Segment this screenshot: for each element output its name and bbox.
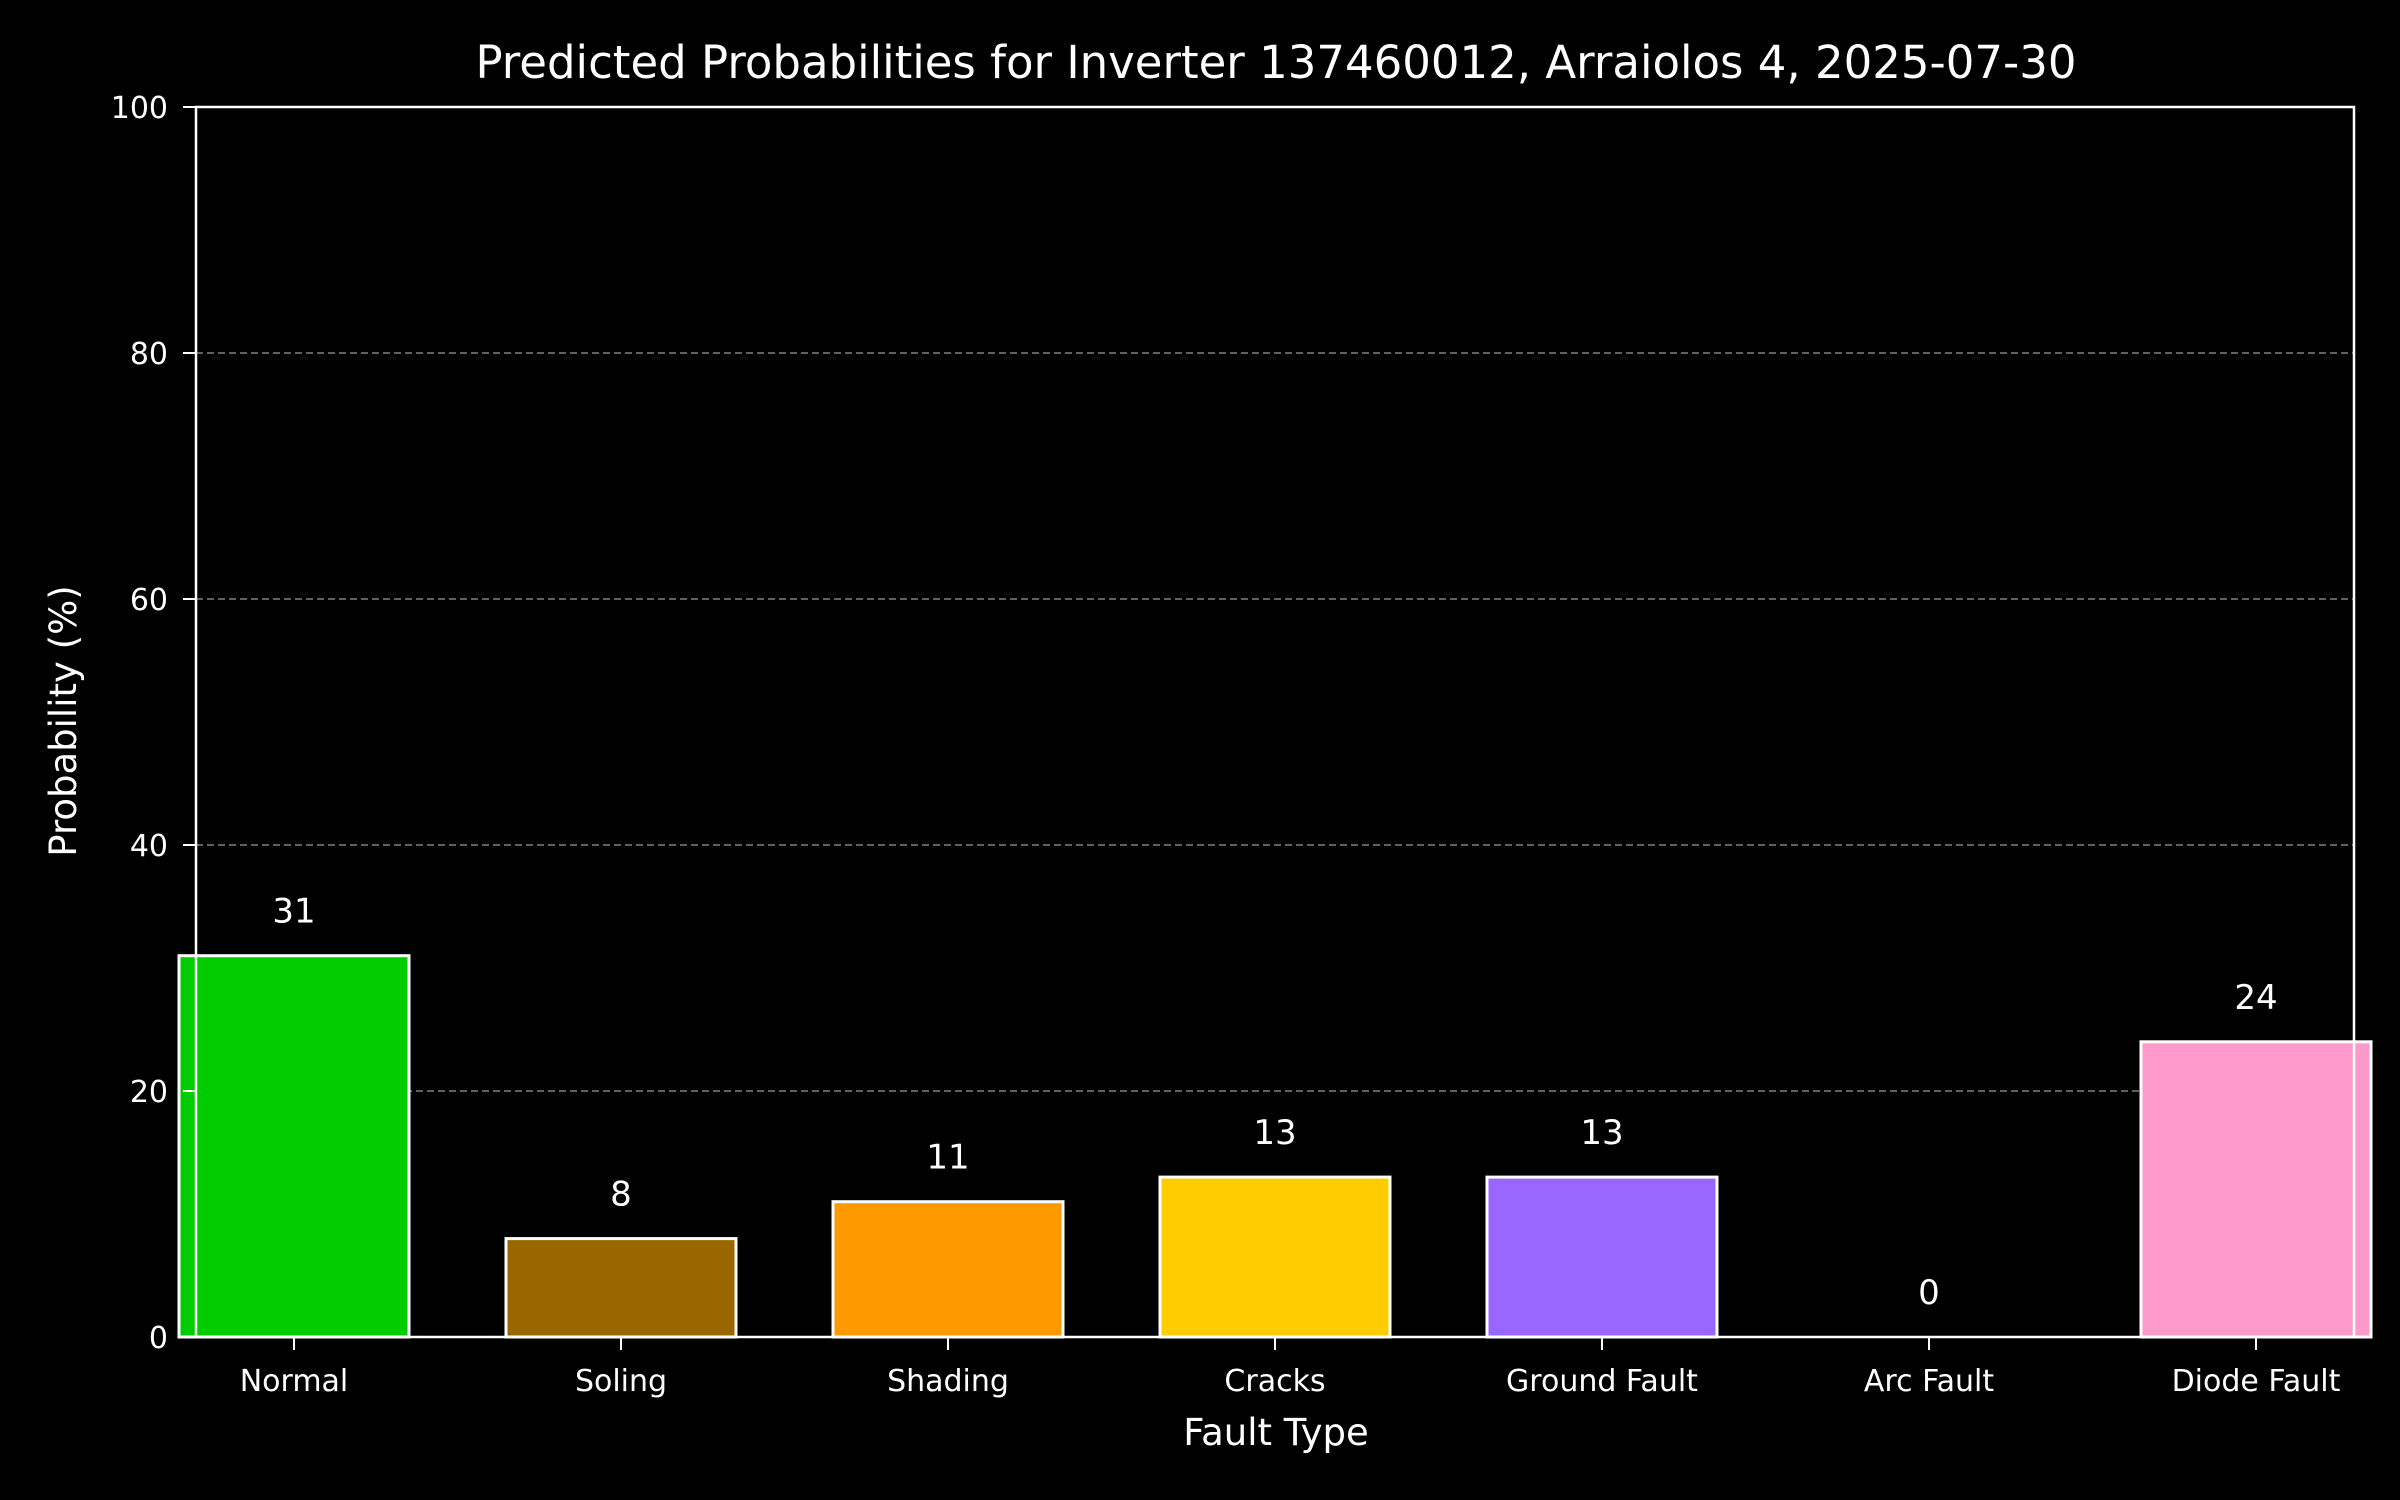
chart-title: Predicted Probabilities for Inverter 137…	[475, 36, 2076, 89]
x-tick-label: Shading	[887, 1364, 1009, 1399]
x-tick-label: Normal	[240, 1364, 349, 1399]
x-tick-label: Arc Fault	[1864, 1364, 1994, 1399]
x-tick-label: Ground Fault	[1506, 1364, 1698, 1399]
y-tick-label: 20	[130, 1075, 168, 1110]
bar-cracks	[1158, 1175, 1392, 1339]
y-tick-label: 60	[130, 583, 168, 618]
y-axis-label: Probability (%)	[42, 585, 85, 856]
gridlines	[196, 352, 2354, 1092]
y-tick-label: 40	[130, 829, 168, 864]
value-label: 13	[1580, 1113, 1623, 1153]
x-tick-label: Soling	[575, 1364, 667, 1399]
value-labels: 31 8 11 13 13 0 24	[272, 892, 2277, 1313]
bar-ground-fault	[1485, 1175, 1719, 1339]
bar-diode-fault	[2139, 1040, 2373, 1339]
bar-normal	[177, 954, 411, 1339]
value-label: 8	[610, 1175, 632, 1215]
value-label: 13	[1253, 1113, 1296, 1153]
value-label: 0	[1918, 1273, 1940, 1313]
x-axis-label: Fault Type	[1183, 1411, 1369, 1454]
y-tick-label: 100	[111, 91, 168, 126]
y-tick-label: 80	[130, 337, 168, 372]
x-tick-label: Diode Fault	[2172, 1364, 2341, 1399]
x-tick-label: Cracks	[1224, 1364, 1325, 1399]
bar-shading	[831, 1200, 1065, 1339]
value-label: 31	[272, 892, 315, 932]
y-tick-label: 0	[149, 1321, 168, 1356]
value-label: 11	[926, 1138, 969, 1178]
value-label: 24	[2234, 978, 2277, 1018]
axes: Normal Soling Shading Cracks Ground Fault Arc…	[111, 91, 2356, 1399]
bar-soling	[504, 1237, 738, 1339]
plot-frame	[194, 105, 2356, 1339]
